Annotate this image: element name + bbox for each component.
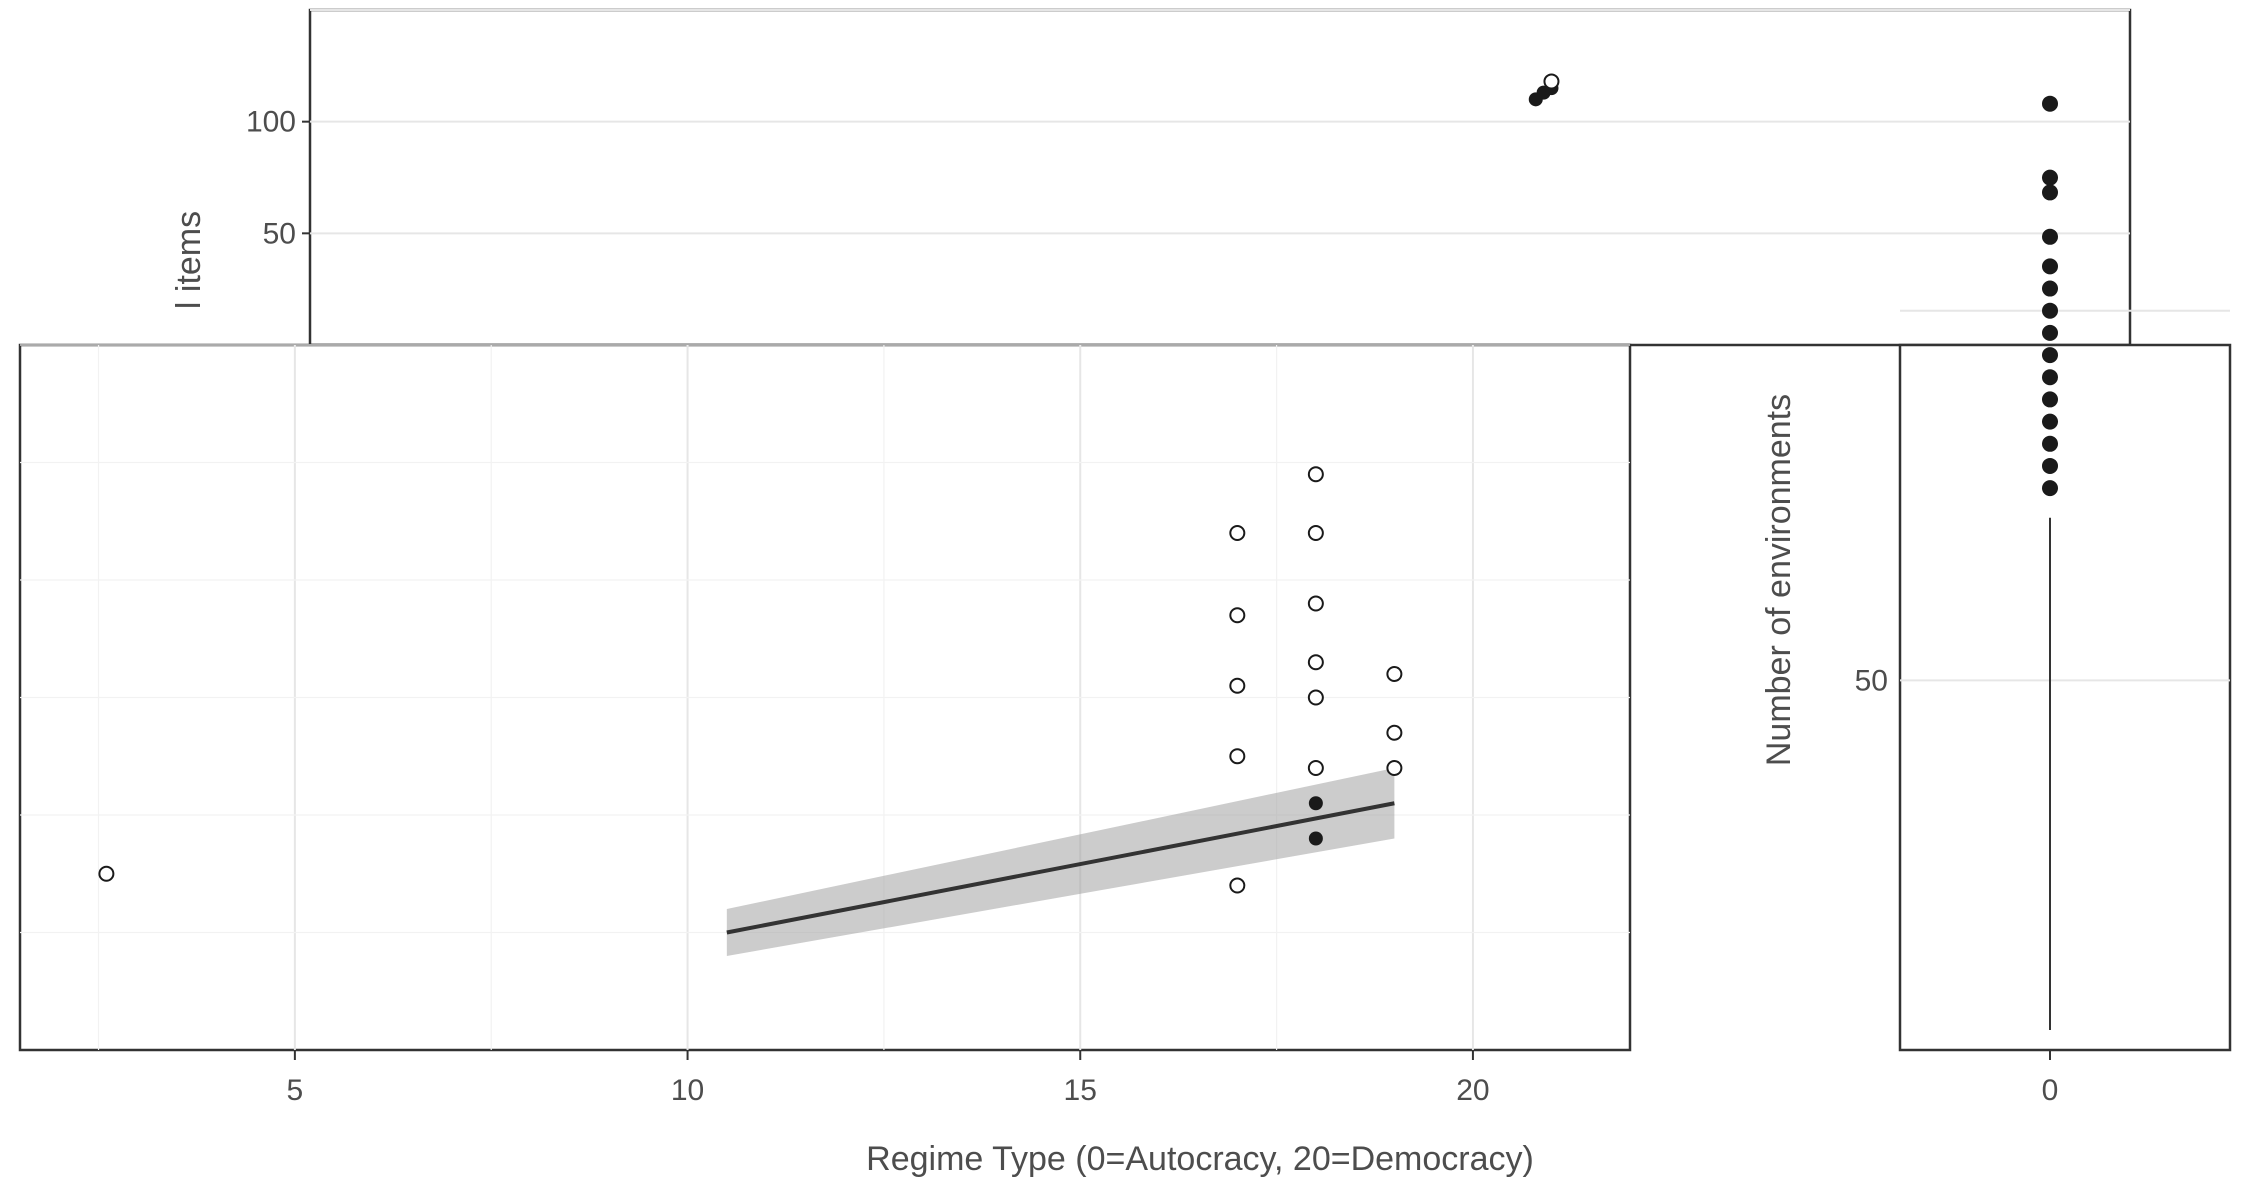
data-point: [1528, 92, 1543, 107]
data-point: [2042, 457, 2058, 474]
right-x-tick-label: 0: [2042, 1074, 2059, 1107]
data-point: [1386, 666, 1403, 682]
right-panel: 50 0: [1855, 95, 2232, 1107]
data-point: [1307, 466, 1324, 483]
data-point: [2042, 184, 2058, 201]
data-point: [1386, 760, 1403, 776]
data-point: [1308, 831, 1323, 846]
x-axis-title: Regime Type (0=Autocracy, 20=Democracy): [866, 1140, 1534, 1178]
data-point: [2042, 413, 2058, 430]
data-point: [2042, 369, 2058, 386]
data-point: [2042, 258, 2058, 275]
data-point: [1229, 525, 1246, 541]
data-point: [98, 865, 115, 882]
data-point: [2042, 347, 2058, 364]
data-point: [2042, 435, 2058, 452]
data-point: [1307, 525, 1324, 541]
data-point: [1386, 724, 1403, 741]
upper-y-tick-label: 50: [263, 217, 296, 250]
upper-panel-border: [308, 8, 2132, 347]
axis-text-layer: l items Regime Type (0=Autocracy, 20=Dem…: [170, 211, 1798, 1178]
trend-confidence-band: [726, 768, 1395, 956]
data-point: [2042, 324, 2058, 341]
lower-x-tick-label: 20: [1456, 1074, 1489, 1107]
main-panel: 50 100 5 10 15 20: [18, 8, 2132, 1107]
lower-x-tick-label: 15: [1064, 1074, 1097, 1107]
data-point: [2042, 302, 2058, 319]
right-panel-border: [1898, 343, 2232, 1052]
trend-line: [726, 801, 1395, 935]
data-point: [1229, 677, 1246, 694]
right-y-axis-title: Number of environments: [1760, 394, 1798, 766]
data-point: [1229, 877, 1246, 894]
data-point: [1543, 73, 1560, 90]
data-point: [1308, 796, 1323, 811]
data-point: [2042, 228, 2058, 245]
data-point: [1307, 654, 1324, 671]
data-point: [2042, 95, 2058, 112]
data-point: [2042, 391, 2058, 408]
data-point: [1307, 760, 1324, 776]
upper-y-tick-label: 100: [246, 106, 296, 139]
data-point: [1229, 748, 1246, 765]
right-y-tick-label: 50: [1855, 664, 1888, 697]
data-point: [2042, 169, 2058, 186]
lower-x-tick-label: 5: [287, 1074, 304, 1107]
lower-x-tick-label: 10: [671, 1074, 704, 1107]
data-point: [1307, 689, 1324, 706]
data-point: [1307, 595, 1324, 612]
data-point: [1229, 607, 1246, 624]
y-axis-title: l items: [170, 211, 208, 309]
data-point: [2042, 280, 2058, 297]
data-point: [2042, 480, 2058, 497]
